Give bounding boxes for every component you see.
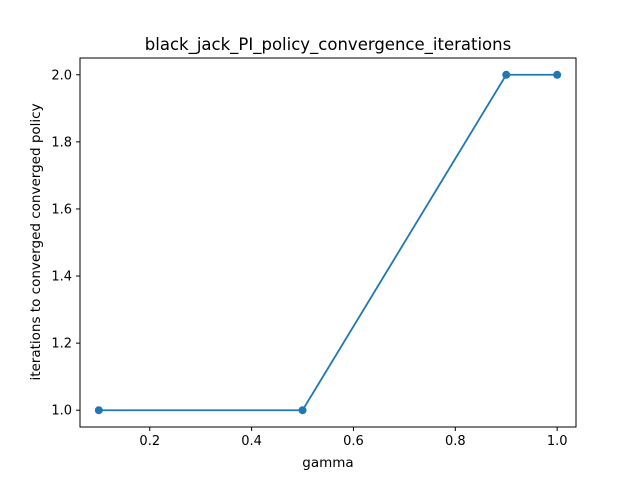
- y-tick-label: 1.6: [51, 202, 72, 217]
- data-point: [553, 70, 562, 79]
- x-tick-label: 0.8: [445, 434, 466, 449]
- data-point: [94, 406, 103, 415]
- x-axis: 0.2 0.4 0.6 0.8 1.0: [139, 427, 568, 449]
- y-axis: 1.0 1.2 1.4 1.6 1.8 2.0: [51, 68, 80, 419]
- y-tick-label: 2.0: [51, 68, 72, 83]
- x-tick-label: 0.2: [139, 434, 160, 449]
- series-line: [98, 73, 558, 412]
- y-tick-label: 1.8: [51, 135, 72, 150]
- x-axis-label: gamma: [302, 455, 353, 471]
- y-tick-label: 1.0: [51, 404, 72, 419]
- data-point: [298, 406, 307, 415]
- plot-frame: [79, 57, 577, 428]
- series-layer: [94, 70, 562, 415]
- y-tick-label: 1.4: [51, 270, 72, 285]
- y-axis-label: iterations to converged converged policy: [28, 103, 44, 380]
- x-tick-label: 1.0: [547, 434, 568, 449]
- data-point: [502, 70, 511, 79]
- x-tick-label: 0.6: [343, 434, 364, 449]
- y-tick-label: 1.2: [51, 337, 72, 352]
- plot-area: [79, 57, 577, 428]
- x-tick-label: 0.4: [241, 434, 262, 449]
- chart-title: black_jack_PI_policy_convergence_iterati…: [145, 35, 511, 55]
